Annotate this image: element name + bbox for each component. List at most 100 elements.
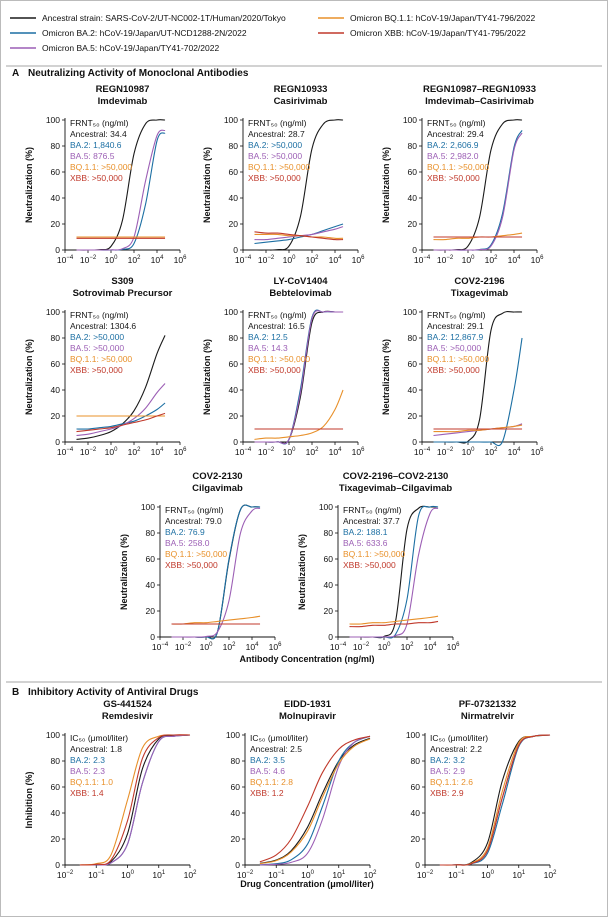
annotation-label: Ancestral: 29.4 xyxy=(427,129,484,139)
annotation-label: BA.5: >50,000 xyxy=(248,151,302,161)
curve xyxy=(259,738,371,865)
x-tick-label: 101 xyxy=(152,870,165,880)
panel-subtitle: Imdevimab–Casirivimab xyxy=(425,96,534,107)
annotation-title: IC₅₀ (μmol/liter) xyxy=(70,733,128,743)
annotation-label: BQ.1.1: 2.6 xyxy=(430,777,473,787)
y-tick-label: 80 xyxy=(408,333,418,343)
panel-subtitle: Tixagevimab–Cilgavimab xyxy=(339,483,453,494)
x-tick-label: 100 xyxy=(283,255,296,265)
y-tick-label: 100 xyxy=(224,115,238,125)
y-tick-label: 100 xyxy=(319,502,333,512)
x-tick-label: 106 xyxy=(174,255,187,265)
x-tick-label: 10−1 xyxy=(448,870,465,880)
y-tick-label: 60 xyxy=(229,359,239,369)
y-tick-label: 40 xyxy=(229,193,239,203)
panel-title: COV2-2130 xyxy=(192,471,242,482)
annotation-title: FRNT₅₀ (ng/ml) xyxy=(427,310,486,320)
x-tick-label: 10−4 xyxy=(235,447,252,457)
annotation-label: BA.5: 4.6 xyxy=(250,766,285,776)
y-tick-label: 80 xyxy=(51,333,61,343)
annotation-label: BA.5: 258.0 xyxy=(165,538,210,548)
x-tick-label: 10−1 xyxy=(88,870,105,880)
x-tick-label: 104 xyxy=(508,255,521,265)
annotation-label: Ancestral: 1304.6 xyxy=(70,321,136,331)
x-tick-label: 100 xyxy=(462,447,475,457)
annotation-label: BA.5: 2,982.0 xyxy=(427,151,479,161)
curve xyxy=(349,620,439,628)
x-tick-label: 10−2 xyxy=(353,642,370,652)
annotation-label: Ancestral: 1.8 xyxy=(70,744,122,754)
y-tick-label: 20 xyxy=(146,606,156,616)
x-tick-label: 106 xyxy=(352,447,365,457)
x-tick-label: 102 xyxy=(223,642,236,652)
curve xyxy=(254,310,344,445)
annotation-label: BQ.1.1: >50,000 xyxy=(427,162,489,172)
annotation-title: FRNT₅₀ (ng/ml) xyxy=(427,118,486,128)
annotation-label: BA.2: >50,000 xyxy=(248,140,302,150)
curve xyxy=(349,615,439,625)
x-tick-label: 10−4 xyxy=(414,447,431,457)
y-tick-label: 0 xyxy=(150,632,155,642)
curve xyxy=(76,402,166,430)
y-tick-label: 100 xyxy=(403,307,417,317)
annotation-label: XBB: >50,000 xyxy=(70,365,123,375)
x-tick-label: 102 xyxy=(401,642,414,652)
x-tick-label: 101 xyxy=(512,870,525,880)
annotation-label: BA.2: 188.1 xyxy=(343,527,388,537)
curve xyxy=(259,735,371,863)
annotation-label: BQ.1.1: >50,000 xyxy=(248,354,310,364)
annotation-label: BA.2: 12.5 xyxy=(248,332,288,342)
annotation-label: BA.5: 2.3 xyxy=(70,766,105,776)
annotation-label: BA.5: 14.3 xyxy=(248,343,288,353)
annotation-label: XBB: >50,000 xyxy=(165,560,218,570)
curve xyxy=(254,223,344,245)
curve xyxy=(76,412,166,433)
y-tick-label: 40 xyxy=(229,385,239,395)
y-axis-title: Neutralization (%) xyxy=(202,147,212,223)
y-tick-label: 20 xyxy=(51,411,61,421)
annotation-label: BA.2: 1,840.6 xyxy=(70,140,122,150)
annotation-label: XBB: >50,000 xyxy=(343,560,396,570)
annotation-title: FRNT₅₀ (ng/ml) xyxy=(248,118,307,128)
y-tick-label: 0 xyxy=(412,245,417,255)
y-axis-title: Neutralization (%) xyxy=(24,147,34,223)
y-tick-label: 20 xyxy=(231,834,241,844)
y-tick-label: 60 xyxy=(231,782,241,792)
panel-title: COV2-2196 xyxy=(454,276,504,287)
annotation-label: XBB: 1.2 xyxy=(250,788,284,798)
x-tick-label: 10−4 xyxy=(152,642,169,652)
y-tick-label: 40 xyxy=(146,580,156,590)
y-tick-label: 40 xyxy=(408,385,418,395)
y-tick-label: 100 xyxy=(46,115,60,125)
x-tick-label: 104 xyxy=(424,642,437,652)
annotation-label: BQ.1.1: >50,000 xyxy=(248,162,310,172)
curve xyxy=(433,337,523,447)
x-tick-label: 100 xyxy=(105,255,118,265)
panel-title: PF-07321332 xyxy=(459,699,517,710)
y-tick-label: 40 xyxy=(231,808,241,818)
x-tick-label: 106 xyxy=(531,255,544,265)
x-tick-label: 10−2 xyxy=(437,255,454,265)
y-tick-label: 60 xyxy=(411,782,421,792)
annotation-label: Ancestral: 79.0 xyxy=(165,516,222,526)
x-tick-label: 10−2 xyxy=(417,870,434,880)
y-axis-title: Neutralization (%) xyxy=(119,534,129,610)
curve xyxy=(433,424,523,433)
y-axis-title: Inhibition (%) xyxy=(24,772,34,829)
annotation-label: XBB: >50,000 xyxy=(427,173,480,183)
x-tick-label: 104 xyxy=(151,255,164,265)
x-tick-label: 102 xyxy=(306,255,319,265)
y-tick-label: 80 xyxy=(51,756,61,766)
y-tick-label: 60 xyxy=(229,167,239,177)
panel-title: REGN10933 xyxy=(274,84,328,95)
annotation-label: XBB: >50,000 xyxy=(70,173,123,183)
x-tick-label: 10−2 xyxy=(80,255,97,265)
x-tick-label: 10−2 xyxy=(80,447,97,457)
panel-title: GS-441524 xyxy=(103,699,152,710)
x-axis-title: Antibody Concentration (ng/ml) xyxy=(240,654,375,664)
x-tick-label: 106 xyxy=(269,642,282,652)
x-tick-label: 106 xyxy=(447,642,460,652)
y-tick-label: 60 xyxy=(146,554,156,564)
panel-subtitle: Imdevimab xyxy=(98,96,148,107)
